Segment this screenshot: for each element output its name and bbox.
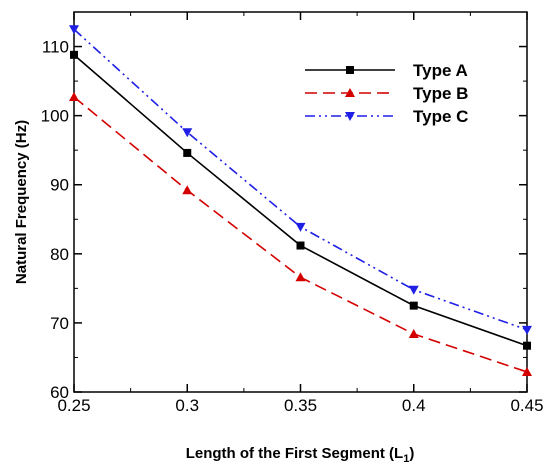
x-axis-title-main: Length of the First Segment (L bbox=[186, 445, 404, 462]
data-point bbox=[69, 91, 79, 101]
x-axis-title-end: ) bbox=[409, 445, 414, 462]
data-point bbox=[182, 128, 193, 138]
x-tick-label: 0.4 bbox=[402, 396, 426, 415]
data-point bbox=[183, 148, 192, 157]
data-point bbox=[523, 341, 531, 350]
x-tick-label: 0.35 bbox=[284, 396, 317, 415]
legend-item: Type A bbox=[305, 61, 468, 80]
legend-item: Type C bbox=[305, 107, 468, 126]
series-type-b bbox=[69, 91, 532, 376]
data-point bbox=[70, 50, 78, 59]
data-point bbox=[296, 241, 305, 250]
data-point bbox=[69, 25, 79, 35]
series-line bbox=[73, 96, 528, 373]
data-point bbox=[408, 285, 419, 295]
data-point bbox=[522, 366, 532, 376]
series-type-a bbox=[70, 50, 531, 350]
series-type-c bbox=[69, 25, 532, 335]
y-axis-title: Natural Frequency (Hz) bbox=[13, 120, 30, 284]
data-point bbox=[408, 328, 419, 338]
x-tick-label: 0.25 bbox=[57, 396, 90, 415]
data-point bbox=[295, 222, 306, 232]
legend-label: Type C bbox=[413, 107, 468, 126]
legend-label: Type B bbox=[413, 84, 468, 103]
legend-label: Type A bbox=[413, 61, 468, 80]
legend-marker bbox=[345, 112, 355, 121]
series-layer bbox=[69, 25, 532, 376]
data-point bbox=[182, 185, 193, 195]
x-tick-label: 0.45 bbox=[510, 396, 543, 415]
x-tick-label: 0.3 bbox=[175, 396, 199, 415]
ticks-layer: 0.25 0.3 0.35 0.4 0.45 60 70 80 90 100 110 bbox=[41, 12, 544, 415]
x-axis-title: Length of the First Segment (L1) bbox=[186, 445, 415, 465]
y-tick-label: 60 bbox=[50, 383, 69, 402]
legend-marker bbox=[346, 66, 354, 74]
y-tick-label: 90 bbox=[50, 176, 69, 195]
x-axis-title-subscript: 1 bbox=[403, 453, 409, 465]
data-point bbox=[295, 272, 306, 282]
y-tick-label: 80 bbox=[50, 245, 69, 264]
legend: Type A Type B Type C bbox=[305, 61, 468, 126]
y-tick-label: 110 bbox=[42, 38, 69, 57]
data-point bbox=[409, 301, 418, 310]
legend-marker bbox=[345, 88, 355, 97]
y-tick-label: 100 bbox=[41, 107, 69, 126]
data-point bbox=[522, 325, 532, 335]
legend-item: Type B bbox=[305, 84, 468, 103]
y-tick-label: 70 bbox=[50, 314, 69, 333]
